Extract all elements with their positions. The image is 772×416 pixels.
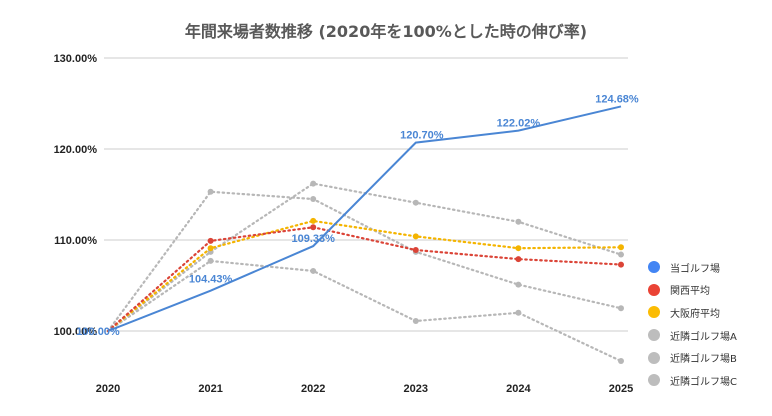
x-tick-label: 2021	[198, 383, 222, 395]
data-point	[515, 245, 522, 252]
legend-label: 当ゴルフ場	[670, 263, 720, 275]
series-line-大阪府平均	[106, 219, 623, 333]
data-point	[412, 199, 419, 206]
series-line-当ゴルフ場	[107, 105, 622, 332]
data-label: 104.43%	[189, 274, 233, 286]
data-point	[310, 196, 317, 203]
chart-title: 年間来場者数推移 (2020年を100%とした時の伸び率)	[184, 22, 588, 41]
data-label: 120.70%	[400, 130, 444, 142]
data-label: 109.33%	[291, 233, 335, 245]
data-point	[310, 267, 317, 274]
legend-swatch-icon	[648, 261, 660, 274]
data-label: 100.00%	[76, 326, 120, 338]
data-point	[618, 358, 624, 365]
data-point	[412, 233, 419, 240]
legend-label: 大阪府平均	[670, 308, 720, 320]
data-point	[515, 281, 522, 288]
y-tick-label: 120.00%	[54, 144, 98, 156]
data-point	[207, 188, 214, 195]
series-line-近隣ゴルフ場A	[106, 190, 623, 333]
data-label: 122.02%	[497, 118, 541, 130]
legend-swatch-icon	[648, 351, 660, 364]
data-point	[412, 247, 419, 254]
data-label: 124.68%	[595, 93, 639, 105]
chart-legend: 当ゴルフ場関西平均大阪府平均近隣ゴルフ場A 近隣ゴルフ場B 近隣ゴルフ場C	[648, 256, 737, 392]
y-tick-label: 110.00%	[54, 235, 97, 247]
x-tick-label: 2022	[301, 383, 325, 395]
legend-swatch-icon	[648, 329, 660, 342]
legend-swatch-icon	[648, 306, 660, 319]
x-tick-label: 2023	[404, 383, 428, 395]
series-line-関西平均	[106, 226, 623, 333]
data-point	[515, 218, 522, 225]
series-line-近隣ゴルフ場B	[106, 182, 623, 333]
x-tick-label: 2024	[506, 383, 531, 395]
data-point	[207, 245, 214, 252]
legend-swatch-icon	[648, 374, 660, 387]
data-point	[310, 224, 317, 231]
data-point	[618, 261, 624, 268]
legend-label: 近隣ゴルフ場C	[670, 376, 737, 388]
data-point	[310, 217, 317, 224]
y-tick-label: 130.00%	[54, 53, 98, 65]
legend-item[interactable]: 当ゴルフ場	[648, 256, 737, 279]
legend-label: 近隣ゴルフ場B	[670, 354, 737, 366]
x-tick-label: 2020	[96, 383, 120, 395]
data-point	[412, 317, 419, 324]
data-point	[310, 180, 317, 187]
legend-label: 近隣ゴルフ場A	[670, 331, 737, 343]
data-point	[618, 305, 624, 312]
legend-swatch-icon	[648, 283, 660, 296]
legend-item[interactable]: 近隣ゴルフ場A	[648, 324, 737, 347]
data-point	[515, 309, 522, 316]
data-point	[618, 244, 624, 251]
legend-label: 関西平均	[670, 286, 710, 298]
data-point	[618, 251, 624, 258]
legend-item[interactable]: 大阪府平均	[648, 301, 737, 324]
legend-item[interactable]: 近隣ゴルフ場B	[648, 346, 737, 369]
data-point	[515, 256, 522, 263]
legend-item[interactable]: 近隣ゴルフ場C	[648, 369, 737, 392]
legend-item[interactable]: 関西平均	[648, 279, 737, 302]
x-tick-label: 2025	[609, 383, 633, 395]
data-point	[207, 237, 214, 244]
data-point	[207, 257, 214, 264]
series-line-近隣ゴルフ場C	[106, 259, 623, 363]
y-tick-label: 100.00%	[54, 326, 98, 338]
